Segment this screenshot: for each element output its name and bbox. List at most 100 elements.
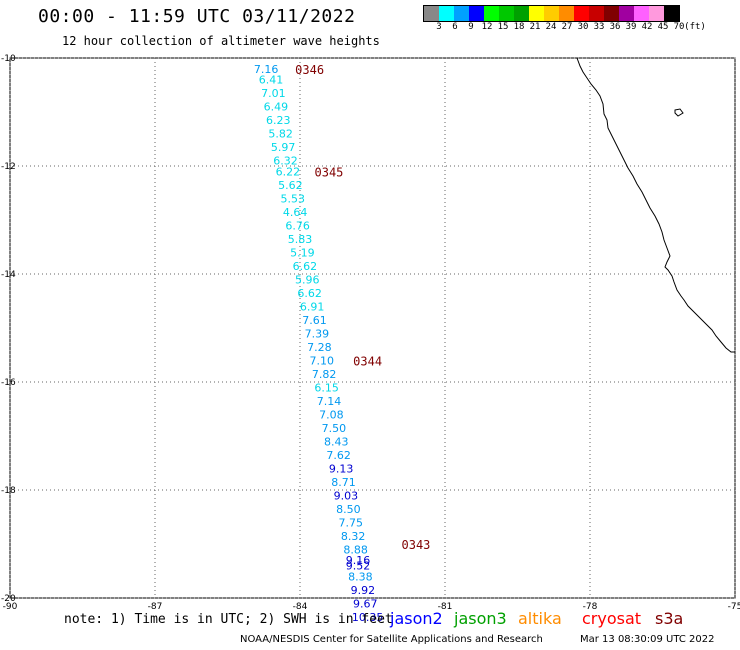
- legend-label: 33: [593, 22, 605, 32]
- color-scale-labels: 3 6 9 12 15 18 21 24 27 30 33 36 39 42 45 70 (ft): [423, 22, 740, 34]
- swh-value: 9.67: [353, 597, 378, 610]
- x-tick-label: -87: [148, 602, 163, 612]
- x-tick-label: -81: [438, 602, 453, 612]
- swh-value: 5.19: [290, 246, 315, 259]
- swh-value: 10.35: [352, 611, 384, 624]
- swh-value: 6.62: [297, 287, 322, 300]
- swh-value: 7.08: [319, 408, 344, 421]
- legend-swatch: [514, 6, 529, 21]
- swh-value: 7.28: [307, 341, 332, 354]
- legend-label: 24: [545, 22, 557, 32]
- pass-time-labels: 0346 0345 0344 0343: [295, 63, 430, 552]
- legend-swatch: [604, 6, 619, 21]
- small-island: [674, 108, 684, 117]
- swh-value: 5.96: [295, 273, 320, 286]
- swh-value: 5.82: [268, 128, 293, 141]
- map-frame: [9, 57, 736, 599]
- legend-swatch: [544, 6, 559, 21]
- satellite-jason2: jason2: [390, 609, 443, 628]
- swh-value: 7.10: [310, 354, 335, 367]
- swh-value: 6.32: [273, 155, 298, 168]
- legend-label: 27: [561, 22, 573, 32]
- swh-value: 9.13: [329, 462, 354, 475]
- x-tick-label: -90: [3, 602, 18, 612]
- pass-time-label: 0346: [295, 63, 324, 77]
- swh-value: 8.32: [341, 530, 366, 543]
- swh-value: 8.50: [336, 503, 361, 516]
- credit-line: NOAA/NESDIS Center for Satellite Applica…: [240, 634, 543, 645]
- swh-value: 6.41: [259, 74, 284, 87]
- axis-tick-labels: -90 -87 -84 -81 -78 -75 -10 -12 -14 -16 -18 -20: [1, 54, 740, 612]
- swh-value: 7.82: [312, 368, 337, 381]
- legend-swatch: [589, 6, 604, 21]
- swh-value: 9.16: [346, 554, 371, 567]
- legend-label: 3: [436, 22, 442, 32]
- pass-time-label: 0344: [353, 354, 382, 368]
- swh-value: 7.16: [254, 63, 279, 76]
- legend-label: 21: [529, 22, 541, 32]
- swh-value: 4.64: [283, 206, 308, 219]
- legend-label: 36: [609, 22, 621, 32]
- legend-label: 45: [657, 22, 669, 32]
- color-scale-legend: [423, 5, 680, 22]
- legend-label: 18: [513, 22, 525, 32]
- legend-swatch: [649, 6, 664, 21]
- map-gridlines: [9, 57, 736, 599]
- y-tick-label: -16: [1, 378, 16, 388]
- swh-value: 7.75: [339, 516, 364, 529]
- swh-value: 9.92: [351, 584, 376, 597]
- south-america-coastline: [576, 57, 735, 353]
- legend-label: 12: [481, 22, 493, 32]
- swh-value: 9.03: [334, 489, 359, 502]
- legend-label: 6: [452, 22, 458, 32]
- legend-swatch: [469, 6, 484, 21]
- y-tick-label: -12: [1, 162, 16, 172]
- legend-swatch: [634, 6, 649, 21]
- x-tick-label: -75: [728, 602, 740, 612]
- map-subtitle: 12 hour collection of altimeter wave hei…: [62, 34, 380, 48]
- legend-label: 15: [497, 22, 509, 32]
- swh-value: 9.52: [346, 560, 371, 573]
- legend-label: 39: [625, 22, 637, 32]
- pass-time-label: 0345: [315, 165, 344, 179]
- swh-value: 6.62: [293, 260, 318, 273]
- swh-value: 5.97: [271, 141, 296, 154]
- swh-value: 6.49: [264, 101, 289, 114]
- generated-timestamp: Mar 13 08:30:09 UTC 2022: [580, 634, 715, 645]
- legend-swatch: [439, 6, 454, 21]
- legend-label: 70: [673, 22, 685, 32]
- y-tick-label: -18: [1, 486, 16, 496]
- legend-swatch: [574, 6, 589, 21]
- swh-value: 6.76: [285, 219, 310, 232]
- swh-observations: 7.166.417.016.496.235.825.976.326.225.62…: [254, 63, 384, 624]
- legend-swatch: [664, 6, 679, 21]
- legend-swatch: [499, 6, 514, 21]
- swh-value: 7.39: [305, 327, 330, 340]
- swh-value: 5.62: [278, 179, 303, 192]
- legend-swatch: [559, 6, 574, 21]
- legend-swatch: [529, 6, 544, 21]
- swh-value: 8.38: [348, 570, 373, 583]
- y-tick-label: -14: [1, 270, 16, 280]
- y-tick-label: -10: [1, 54, 16, 64]
- legend-swatch: [424, 6, 439, 21]
- legend-swatch: [484, 6, 499, 21]
- swh-value: 7.61: [302, 314, 327, 327]
- legend-swatch: [454, 6, 469, 21]
- swh-value: 6.23: [266, 114, 291, 127]
- pass-time-label: 0343: [402, 538, 431, 552]
- swh-value: 5.53: [281, 192, 306, 205]
- satellite-altika: altika: [518, 609, 562, 628]
- satellite-s3a: s3a: [655, 609, 684, 628]
- map-title: 00:00 - 11:59 UTC 03/11/2022: [38, 6, 356, 27]
- satellite-jason3: jason3: [454, 609, 507, 628]
- swh-value: 7.14: [317, 395, 342, 408]
- swh-value: 8.71: [331, 476, 356, 489]
- swh-value: 7.50: [322, 422, 347, 435]
- x-tick-label: -84: [293, 602, 308, 612]
- swh-value: 7.01: [261, 87, 286, 100]
- legend-label: (ft): [684, 22, 706, 32]
- swh-value: 7.62: [326, 449, 351, 462]
